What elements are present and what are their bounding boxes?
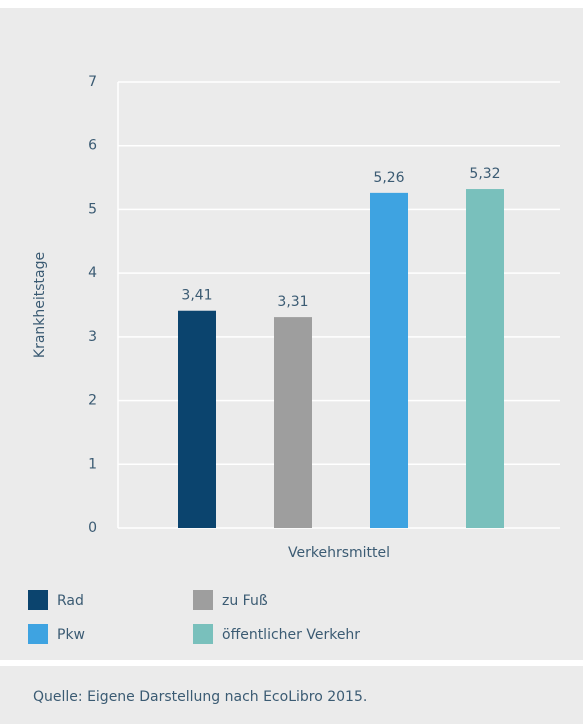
legend-label: zu Fuß	[222, 593, 268, 609]
legend-label: Pkw	[57, 627, 85, 643]
source: Quelle: Eigene Darstellung nach EcoLibro…	[33, 689, 367, 705]
legend-swatch	[193, 624, 213, 644]
y-tick-label: 7	[88, 74, 97, 90]
y-tick-label: 1	[88, 456, 97, 472]
y-tick-label: 0	[88, 520, 97, 536]
legend-swatch	[193, 590, 213, 610]
x-axis-label: Verkehrsmittel	[288, 545, 390, 561]
value-label: 5,32	[469, 166, 500, 182]
bar	[466, 189, 504, 529]
bar	[178, 310, 216, 528]
y-axis-label: Krankheitstage	[32, 252, 48, 358]
value-label: 5,26	[373, 170, 404, 186]
legend-swatch	[28, 624, 48, 644]
y-tick-label: 2	[88, 393, 97, 409]
value-label: 3,31	[277, 294, 308, 310]
bar	[274, 317, 312, 528]
legend-label: Rad	[57, 593, 84, 609]
y-tick-label: 3	[88, 329, 97, 345]
value-label: 3,41	[181, 288, 212, 304]
y-tick-label: 4	[88, 265, 97, 281]
y-tick-label: 5	[88, 201, 97, 217]
bar	[370, 192, 408, 528]
legend-swatch	[28, 590, 48, 610]
y-tick-label: 6	[88, 138, 97, 154]
footer-background	[0, 666, 583, 724]
legend-label: öffentlicher Verkehr	[222, 627, 360, 643]
